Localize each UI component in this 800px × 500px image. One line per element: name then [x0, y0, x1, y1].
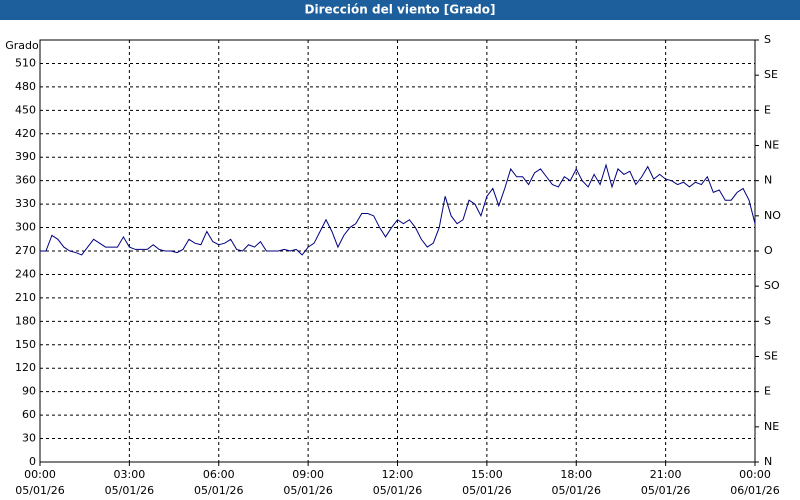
chart-title: Dirección del viento [Grado] — [305, 3, 496, 17]
y2-tick-label: NE — [764, 139, 779, 152]
y2-tick-label: SE — [764, 350, 778, 363]
title-bar — [0, 0, 800, 20]
y-tick-label: 360 — [15, 174, 36, 187]
y-tick-label: 510 — [15, 56, 36, 69]
y-tick-label: 0 — [29, 455, 36, 468]
x-tick-label: 05/01/26 — [373, 484, 422, 497]
x-tick-label: 05/01/26 — [15, 484, 64, 497]
x-tick-label: 05/01/26 — [641, 484, 690, 497]
y-tick-label: 480 — [15, 80, 36, 93]
x-tick-label: 00:00 — [24, 468, 56, 481]
y-tick-label: 120 — [15, 361, 36, 374]
x-tick-label: 18:00 — [560, 468, 592, 481]
y2-tick-label: NO — [764, 209, 781, 222]
y-tick-label: 210 — [15, 291, 36, 304]
data-line — [40, 163, 756, 256]
y-tick-label: 270 — [15, 244, 36, 257]
y-tick-label: 300 — [15, 221, 36, 234]
y-tick-label: 150 — [15, 338, 36, 351]
y2-tick-label: O — [764, 244, 773, 257]
y-tick-label: 30 — [22, 432, 36, 445]
x-tick-label: 05/01/26 — [194, 484, 243, 497]
x-tick-label: 00:00 — [739, 468, 771, 481]
x-tick-label: 12:00 — [382, 468, 414, 481]
x-tick-label: 03:00 — [114, 468, 146, 481]
y2-tick-label: SO — [764, 279, 780, 292]
y2-tick-label: N — [764, 455, 772, 468]
x-tick-label: 06/01/26 — [730, 484, 779, 497]
x-tick-label: 21:00 — [650, 468, 682, 481]
y2-tick-label: E — [764, 385, 771, 398]
x-tick-label: 05/01/26 — [462, 484, 511, 497]
x-tick-label: 15:00 — [471, 468, 503, 481]
y-tick-label: 180 — [15, 314, 36, 327]
y2-tick-label: E — [764, 103, 771, 116]
x-tick-label: 06:00 — [203, 468, 235, 481]
y-tick-label: 60 — [22, 408, 36, 421]
y-tick-label: 90 — [22, 385, 36, 398]
y2-tick-label: SE — [764, 68, 778, 81]
y-axis-title: Grado — [5, 39, 39, 52]
y-tick-label: 240 — [15, 267, 36, 280]
x-tick-label: 09:00 — [292, 468, 324, 481]
y-tick-label: 330 — [15, 197, 36, 210]
x-tick-label: 05/01/26 — [552, 484, 601, 497]
x-tick-label: 05/01/26 — [105, 484, 154, 497]
y-tick-label: 390 — [15, 150, 36, 163]
y2-tick-label: S — [764, 33, 771, 46]
y2-tick-label: S — [764, 314, 771, 327]
y-tick-label: 420 — [15, 127, 36, 140]
y2-tick-label: NE — [764, 420, 779, 433]
y-tick-label: 450 — [15, 103, 36, 116]
y2-tick-label: N — [764, 174, 772, 187]
x-tick-label: 05/01/26 — [283, 484, 332, 497]
